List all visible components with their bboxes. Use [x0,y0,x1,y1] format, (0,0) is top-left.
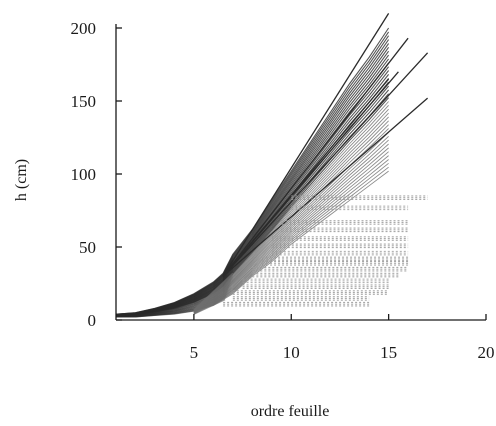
y-tick-label: 50 [79,238,96,257]
x-tick-label: 10 [283,343,300,362]
series-line [222,37,409,277]
x-tick-label: 5 [190,343,199,362]
x-tick-label: 15 [380,343,397,362]
early-line [193,272,234,311]
growth-line [115,139,389,317]
x-axis-label: ordre feuille [251,403,330,420]
plot-area [115,13,429,318]
x-tick-label: 20 [478,343,495,362]
axes [115,24,486,321]
series-line [222,13,390,277]
series-line [222,97,429,277]
y-tick-label: 150 [71,92,97,111]
y-ticks: 0 50 100 150 200 [71,19,122,330]
growth-line [115,135,389,317]
growth-line [115,66,390,316]
series-line [222,78,390,277]
x-ticks: 5 10 15 20 [190,314,495,362]
y-tick-label: 0 [88,311,97,330]
y-tick-label: 200 [71,19,97,38]
growth-line [115,27,390,315]
series-line [222,52,429,277]
growth-line [115,116,389,317]
growth-line [115,124,389,317]
y-axis-label: h (cm) [13,159,30,201]
y-tick-label: 100 [71,165,97,184]
